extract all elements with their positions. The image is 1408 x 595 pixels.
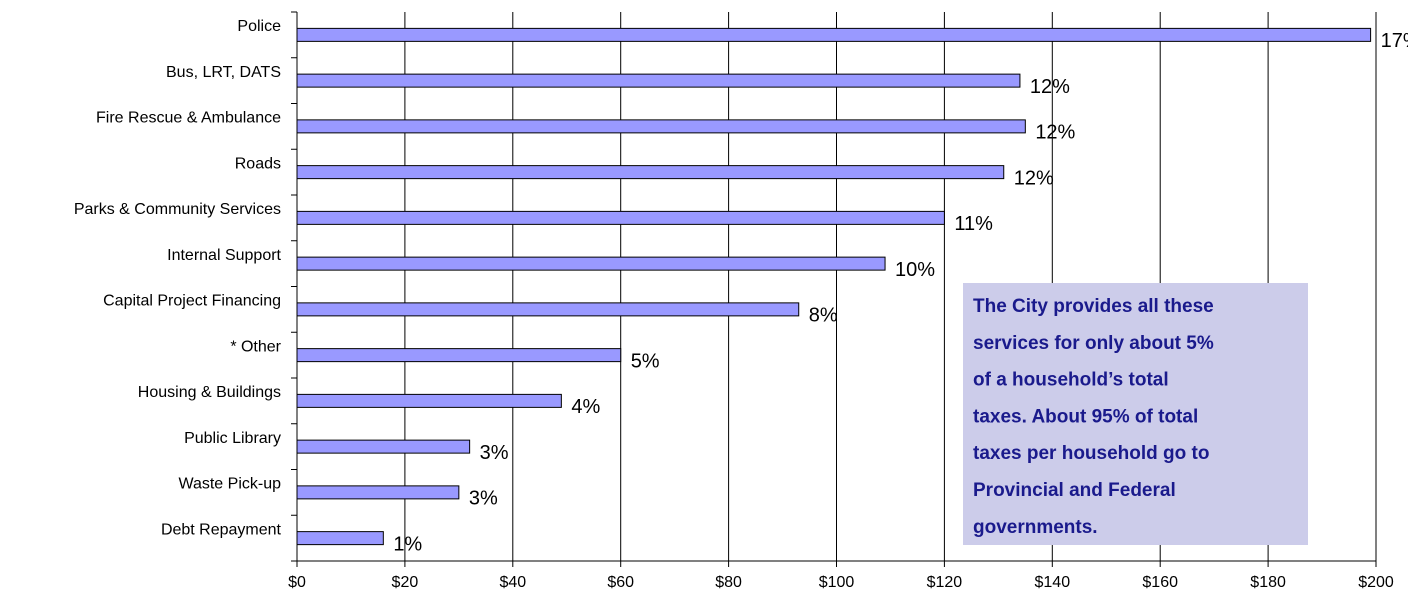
data-label: 11% bbox=[954, 213, 993, 235]
bar bbox=[296, 439, 471, 454]
y-tick-label: Roads bbox=[235, 155, 281, 172]
bar bbox=[296, 27, 1372, 42]
bar bbox=[296, 531, 384, 546]
x-tick-label: $60 bbox=[607, 574, 634, 591]
annotation-line: Provincial and Federal bbox=[973, 480, 1176, 501]
bar bbox=[296, 393, 562, 408]
y-tick-label: Debt Repayment bbox=[161, 521, 282, 538]
data-label: 12% bbox=[1035, 122, 1075, 144]
x-tick-label: $40 bbox=[499, 574, 526, 591]
x-tick-label: $180 bbox=[1250, 574, 1286, 591]
data-label: 17% bbox=[1381, 30, 1408, 52]
x-tick-label: $20 bbox=[392, 574, 419, 591]
y-tick-label: Fire Rescue & Ambulance bbox=[96, 110, 281, 127]
data-label: 1% bbox=[393, 533, 422, 555]
y-tick-label: * Other bbox=[230, 338, 281, 355]
x-tick-label: $160 bbox=[1142, 574, 1178, 591]
x-tick-label: $200 bbox=[1358, 574, 1394, 591]
bar bbox=[296, 165, 1005, 180]
bar bbox=[296, 302, 800, 317]
y-tick-label: Police bbox=[237, 18, 281, 35]
y-tick-label: Bus, LRT, DATS bbox=[166, 64, 281, 81]
data-label: 4% bbox=[571, 396, 600, 418]
bar bbox=[296, 210, 945, 225]
y-tick-label: Parks & Community Services bbox=[74, 201, 281, 218]
data-label: 8% bbox=[809, 305, 838, 327]
bar bbox=[296, 485, 460, 500]
x-tick-label: $0 bbox=[288, 574, 306, 591]
annotation-line: of a household’s total bbox=[973, 370, 1169, 391]
y-tick-label: Housing & Buildings bbox=[138, 384, 281, 401]
x-tick-label: $120 bbox=[927, 574, 963, 591]
data-label: 3% bbox=[480, 442, 509, 464]
annotation-box bbox=[963, 283, 1308, 545]
y-tick-label: Capital Project Financing bbox=[103, 293, 281, 310]
annotation-line: The City provides all these bbox=[973, 296, 1214, 317]
bar bbox=[296, 73, 1021, 88]
annotation-line: taxes. About 95% of total bbox=[973, 406, 1198, 427]
data-label: 12% bbox=[1014, 167, 1054, 189]
x-tick-label: $100 bbox=[819, 574, 855, 591]
bar bbox=[296, 256, 886, 271]
y-tick-label: Internal Support bbox=[167, 247, 281, 264]
annotation-line: taxes per household go to bbox=[973, 443, 1209, 464]
bar bbox=[296, 119, 1026, 134]
data-label: 12% bbox=[1030, 76, 1070, 98]
bar bbox=[296, 348, 622, 363]
data-label: 3% bbox=[469, 488, 498, 510]
y-tick-label: Waste Pick-up bbox=[178, 476, 281, 493]
data-label: 5% bbox=[631, 350, 660, 372]
x-tick-label: $80 bbox=[715, 574, 742, 591]
x-tick-label: $140 bbox=[1035, 574, 1071, 591]
data-label: 10% bbox=[895, 259, 935, 281]
annotation-line: services for only about 5% bbox=[973, 333, 1214, 354]
annotation-line: governments. bbox=[973, 517, 1098, 538]
y-tick-label: Public Library bbox=[184, 430, 281, 447]
